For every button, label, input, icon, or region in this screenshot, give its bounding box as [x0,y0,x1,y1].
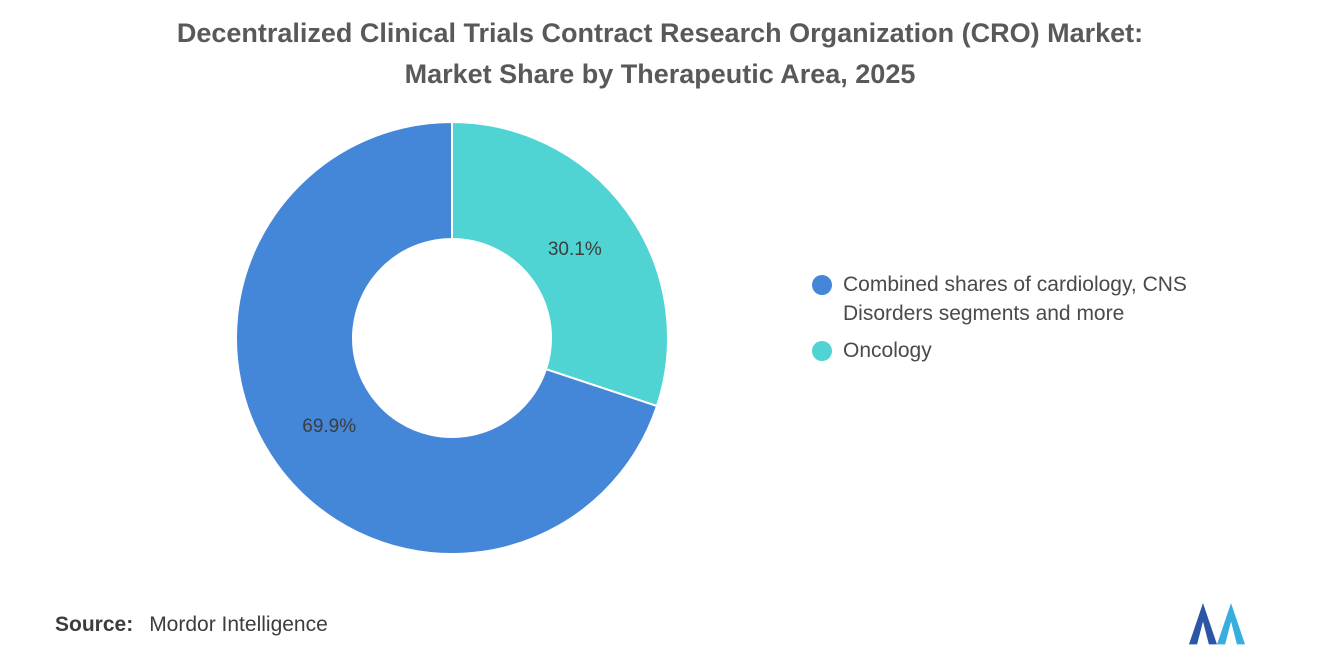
legend-item-combined-shares: Combined shares of cardiology, CNS Disor… [812,270,1222,328]
donut-slice-1 [451,120,669,408]
source-line: Source: Mordor Intelligence [55,613,328,637]
slice-data-label-0: 69.9% [302,416,356,437]
chart-title-line1: Decentralized Clinical Trials Contract R… [176,18,1144,48]
source-value: Mordor Intelligence [149,613,328,636]
slice-data-label-1: 30.1% [548,239,602,260]
chart-title: Decentralized Clinical Trials Contract R… [0,13,1320,95]
legend-swatch-oncology [812,341,832,361]
chart-title-line2: Market Share by Therapeutic Area, 2025 [404,59,916,89]
legend-label-combined-shares: Combined shares of cardiology, CNS Disor… [843,273,1187,325]
donut-chart: 30.1% 69.9% [235,120,669,555]
logo-left-peak [1188,603,1217,645]
mordor-intelligence-logo [1188,603,1246,645]
donut-slice-0 [235,120,659,555]
legend-item-oncology: Oncology [812,336,1222,365]
legend-swatch-combined-shares [812,275,832,295]
legend-label-oncology: Oncology [843,339,932,362]
source-label: Source: [55,613,134,636]
legend: Combined shares of cardiology, CNS Disor… [812,270,1222,365]
logo-right-peak [1217,603,1246,645]
